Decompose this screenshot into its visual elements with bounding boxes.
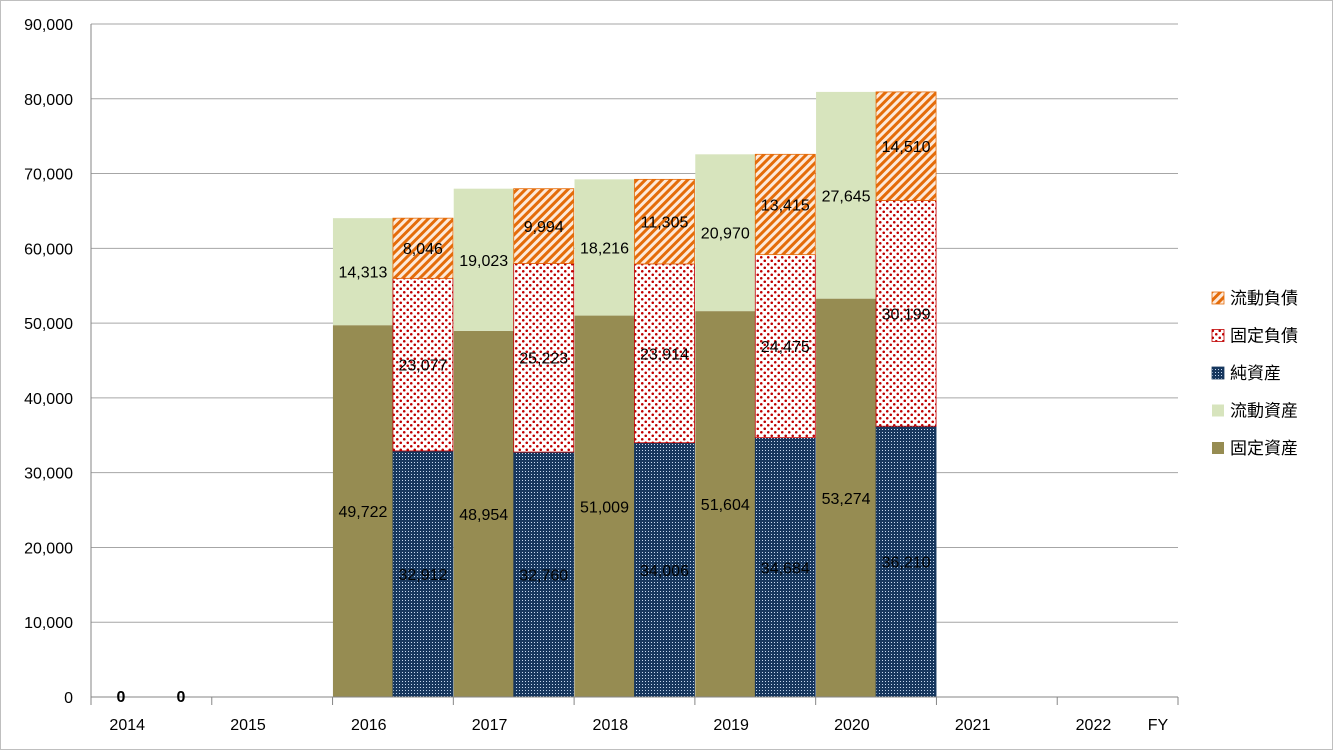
y-tick-label: 0: [64, 690, 73, 707]
x-tick-label: 2015: [230, 717, 266, 734]
data-label: 34,684: [761, 560, 810, 577]
data-label: 53,274: [822, 491, 871, 508]
liabilities-bar-segment: [875, 200, 937, 427]
legend-label: 流動資産: [1230, 402, 1298, 422]
liabilities-bar-segment: [513, 451, 575, 698]
legend-swatch: [1211, 329, 1225, 342]
liabilities-bar-segment: [392, 450, 454, 698]
y-tick-label: 50,000: [24, 316, 73, 333]
x-tick-label: 2021: [955, 717, 991, 734]
liabilities-bar-segment: [634, 442, 695, 698]
data-label: 51,604: [701, 497, 750, 514]
data-label: 25,223: [519, 351, 568, 368]
data-labels: 0 0 49,722 14,313 32,912 23,077 8,046 48,954 19,…: [117, 139, 931, 706]
legend-swatch: [1212, 442, 1224, 454]
legend-label: 固定負債: [1230, 327, 1298, 347]
assets-bar-segment: [453, 188, 514, 331]
data-label: 8,046: [403, 241, 443, 258]
assets-bar-segment: [695, 154, 756, 312]
bars: [332, 91, 937, 698]
assets-bar-segment: [574, 315, 635, 697]
data-label: 20,970: [701, 226, 750, 243]
x-tick-label: 2017: [472, 717, 508, 734]
x-tick-label: 2020: [834, 717, 870, 734]
data-label: 32,760: [519, 568, 568, 585]
legend-swatch: [1211, 291, 1225, 305]
y-tick-label: 30,000: [24, 466, 73, 483]
legend-swatch: [1212, 404, 1224, 417]
data-label: 48,954: [459, 507, 508, 524]
y-tick-label: 80,000: [24, 92, 73, 109]
liabilities-bar-segment: [392, 217, 454, 279]
y-tick-label: 90,000: [24, 17, 73, 34]
liabilities-bar-segment: [513, 188, 575, 264]
legend-swatch: [1211, 366, 1225, 380]
data-label: 32,912: [398, 567, 447, 584]
legend-label: 固定資産: [1230, 439, 1298, 459]
liabilities-bar-segment: [634, 263, 695, 444]
x-tick-label: 2016: [351, 717, 387, 734]
data-label: 14,510: [882, 139, 931, 156]
x-tick-label: 2022: [1076, 717, 1112, 734]
legend-label: 流動負債: [1230, 289, 1298, 309]
y-tick-label: 20,000: [24, 540, 73, 557]
data-label: 9,994: [524, 219, 564, 236]
liabilities-bar-segment: [754, 254, 816, 439]
data-label: 36,210: [882, 555, 931, 572]
legend-label: 純資産: [1230, 364, 1281, 384]
assets-bar-segment: [695, 311, 756, 697]
x-tick-label: 2019: [713, 717, 749, 734]
x-tick-label: 2014: [109, 717, 145, 734]
liabilities-bar-segment: [392, 277, 454, 452]
assets-bar-segment: [332, 325, 393, 697]
data-label: 49,722: [338, 504, 387, 521]
data-label: 27,645: [822, 188, 871, 205]
data-label: 18,216: [580, 240, 629, 257]
liabilities-bar-segment: [875, 425, 937, 698]
liabilities-bar-segment: [513, 263, 575, 453]
y-tick-label: 60,000: [24, 241, 73, 258]
data-label: 30,199: [882, 306, 931, 323]
data-label: 19,023: [459, 253, 508, 270]
data-label: 13,415: [761, 197, 810, 214]
data-label: 11,305: [641, 215, 689, 232]
liabilities-bar-segment: [875, 91, 937, 201]
assets-bar-segment: [816, 91, 877, 299]
liabilities-bar-segment: [754, 437, 816, 698]
x-tick-label: 2018: [593, 717, 629, 734]
liabilities-bar-segment: [754, 153, 816, 256]
assets-bar-segment: [574, 179, 635, 316]
zero-value-label: 0: [177, 689, 186, 706]
data-label: 23,914: [640, 346, 689, 363]
y-tick-label: 40,000: [24, 391, 73, 408]
liabilities-bar-segment: [634, 178, 695, 265]
y-tick-label: 10,000: [24, 615, 73, 632]
assets-bar-segment: [332, 218, 393, 326]
y-tick-label: 70,000: [24, 167, 73, 184]
assets-bar-segment: [453, 330, 514, 697]
data-label: 23,077: [398, 358, 447, 375]
data-label: 51,009: [580, 499, 629, 516]
data-label: 34,006: [640, 563, 689, 580]
data-label: 14,313: [338, 265, 387, 282]
data-label: 24,475: [761, 339, 810, 356]
axes: 0 10,000 20,000 30,000 40,000 50,000 60,000 70,…: [24, 17, 1179, 734]
assets-bar-segment: [816, 298, 877, 697]
x-axis-title: FY: [1148, 717, 1169, 734]
zero-value-label: 0: [117, 689, 126, 706]
